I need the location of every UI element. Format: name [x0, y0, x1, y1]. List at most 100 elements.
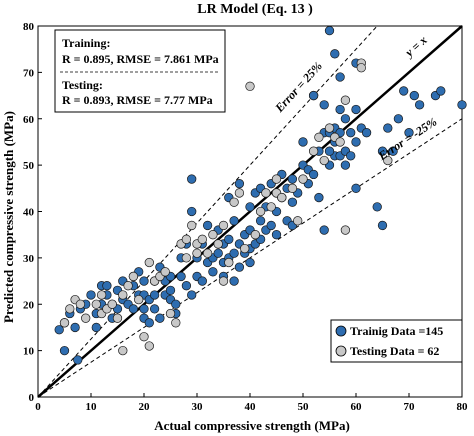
legend-label-testing: Testing Data = 62 — [350, 344, 439, 358]
testing-point-47 — [277, 192, 287, 203]
training-point-89 — [271, 230, 282, 240]
training-point-137 — [399, 86, 409, 96]
upper-error-label: Error = 25% — [272, 59, 325, 116]
training-point-49 — [187, 290, 197, 300]
training-point-142 — [436, 86, 446, 96]
training-point-47 — [181, 281, 192, 291]
lower-error-label: Error = -25% — [375, 115, 439, 164]
training-point-45 — [176, 271, 186, 282]
x-tick-label-0: 0 — [35, 401, 41, 413]
training-point-50 — [187, 174, 197, 184]
training-point-134 — [383, 123, 393, 133]
legend-frame — [330, 319, 463, 363]
testing-point-39 — [240, 243, 250, 254]
testing-point-1 — [65, 304, 75, 314]
training-point-51 — [187, 206, 197, 217]
training-point-79 — [245, 202, 255, 212]
legend-label-training: Trainig Data =145 — [350, 324, 443, 338]
x-tick-label-80: 80 — [457, 401, 469, 413]
testing-point-12 — [118, 290, 128, 300]
training-point-68 — [229, 276, 239, 286]
training-point-133 — [377, 146, 388, 156]
training-point-83 — [255, 216, 266, 226]
testing-point-11 — [118, 345, 128, 356]
training-point-66 — [224, 234, 234, 244]
training-point-108 — [319, 225, 329, 235]
y-tick-label-0: 0 — [29, 392, 35, 404]
testing-point-54 — [324, 123, 335, 133]
testing-point-15 — [134, 294, 144, 305]
training-point-9 — [91, 322, 101, 333]
testing-point-46 — [271, 174, 282, 184]
training-point-138 — [404, 128, 414, 138]
testing-point-60 — [383, 155, 393, 166]
testing-point-33 — [213, 239, 223, 249]
testing-point-44 — [266, 202, 276, 212]
points-layer — [54, 25, 467, 365]
testing-point-31 — [202, 248, 213, 258]
training-point-110 — [319, 100, 329, 110]
stats-box-frame — [54, 29, 226, 113]
testing-stats: R = 0.893, RMSE = 7.77 MPa — [62, 93, 213, 107]
training-point-22 — [128, 304, 139, 314]
testing-point-3 — [75, 299, 86, 309]
training-point-139 — [409, 90, 419, 101]
y-axis-title: Predicted compressive strength (MPa) — [1, 111, 16, 323]
testing-point-48 — [287, 183, 298, 193]
y-tick-label-20: 20 — [23, 299, 35, 311]
training-point-111 — [324, 25, 335, 36]
ticks-layer: 0 10 20 30 40 50 60 70 80 0 10 20 30 40 50 60 70 80 — [23, 21, 468, 413]
testing-point-53 — [319, 155, 329, 166]
training-point-4 — [70, 322, 80, 333]
testing-point-23 — [171, 318, 181, 328]
training-point-123 — [346, 151, 356, 161]
y-tick-label-50: 50 — [23, 160, 35, 172]
training-point-87 — [266, 220, 276, 231]
testing-point-40 — [245, 81, 255, 91]
training-point-122 — [340, 114, 351, 124]
training-point-71 — [234, 262, 245, 272]
training-point-130 — [308, 90, 319, 101]
testing-point-0 — [59, 318, 70, 328]
testing-point-56 — [335, 137, 345, 147]
testing-point-36 — [224, 257, 234, 268]
training-point-143 — [457, 100, 467, 110]
testing-point-26 — [181, 234, 192, 244]
training-point-101 — [298, 137, 308, 147]
testing-point-59 — [356, 63, 366, 73]
training-point-127 — [351, 183, 361, 193]
testing-point-30 — [197, 234, 207, 244]
training-point-60 — [213, 248, 223, 258]
x-axis-title: Actual compressive strength (MPa) — [154, 418, 350, 433]
training-point-30 — [139, 276, 149, 286]
testing-point-38 — [234, 188, 245, 198]
testing-point-17 — [144, 341, 154, 351]
training-point-104 — [308, 169, 319, 180]
stats-box: Training: R = 0.895, RMSE = 7.861 MPa Te… — [54, 29, 226, 113]
training-point-8 — [86, 290, 96, 300]
training-stats: R = 0.895, RMSE = 7.861 MPa — [62, 52, 219, 66]
training-point-129 — [361, 128, 372, 138]
legend-marker-testing — [335, 345, 347, 357]
testing-point-50 — [298, 174, 308, 184]
training-point-73 — [234, 179, 245, 189]
training-point-14 — [102, 281, 112, 291]
legend: Trainig Data =145 Testing Data = 62 — [330, 319, 463, 363]
training-point-0 — [54, 325, 64, 335]
testing-point-22 — [165, 308, 176, 319]
x-tick-label-60: 60 — [351, 401, 363, 413]
x-tick-label-10: 10 — [86, 401, 98, 413]
training-header: Training: — [62, 36, 110, 50]
training-point-146 — [330, 49, 340, 59]
training-point-70 — [229, 216, 239, 226]
testing-point-9 — [107, 299, 117, 309]
testing-point-14 — [128, 271, 139, 282]
training-point-119 — [335, 104, 345, 115]
y-tick-label-70: 70 — [23, 67, 35, 79]
training-point-136 — [393, 114, 404, 124]
training-point-125 — [351, 137, 361, 147]
x-tick-label-30: 30 — [192, 401, 204, 413]
testing-point-42 — [255, 206, 266, 217]
testing-point-18 — [144, 257, 154, 268]
testing-point-34 — [218, 220, 229, 231]
